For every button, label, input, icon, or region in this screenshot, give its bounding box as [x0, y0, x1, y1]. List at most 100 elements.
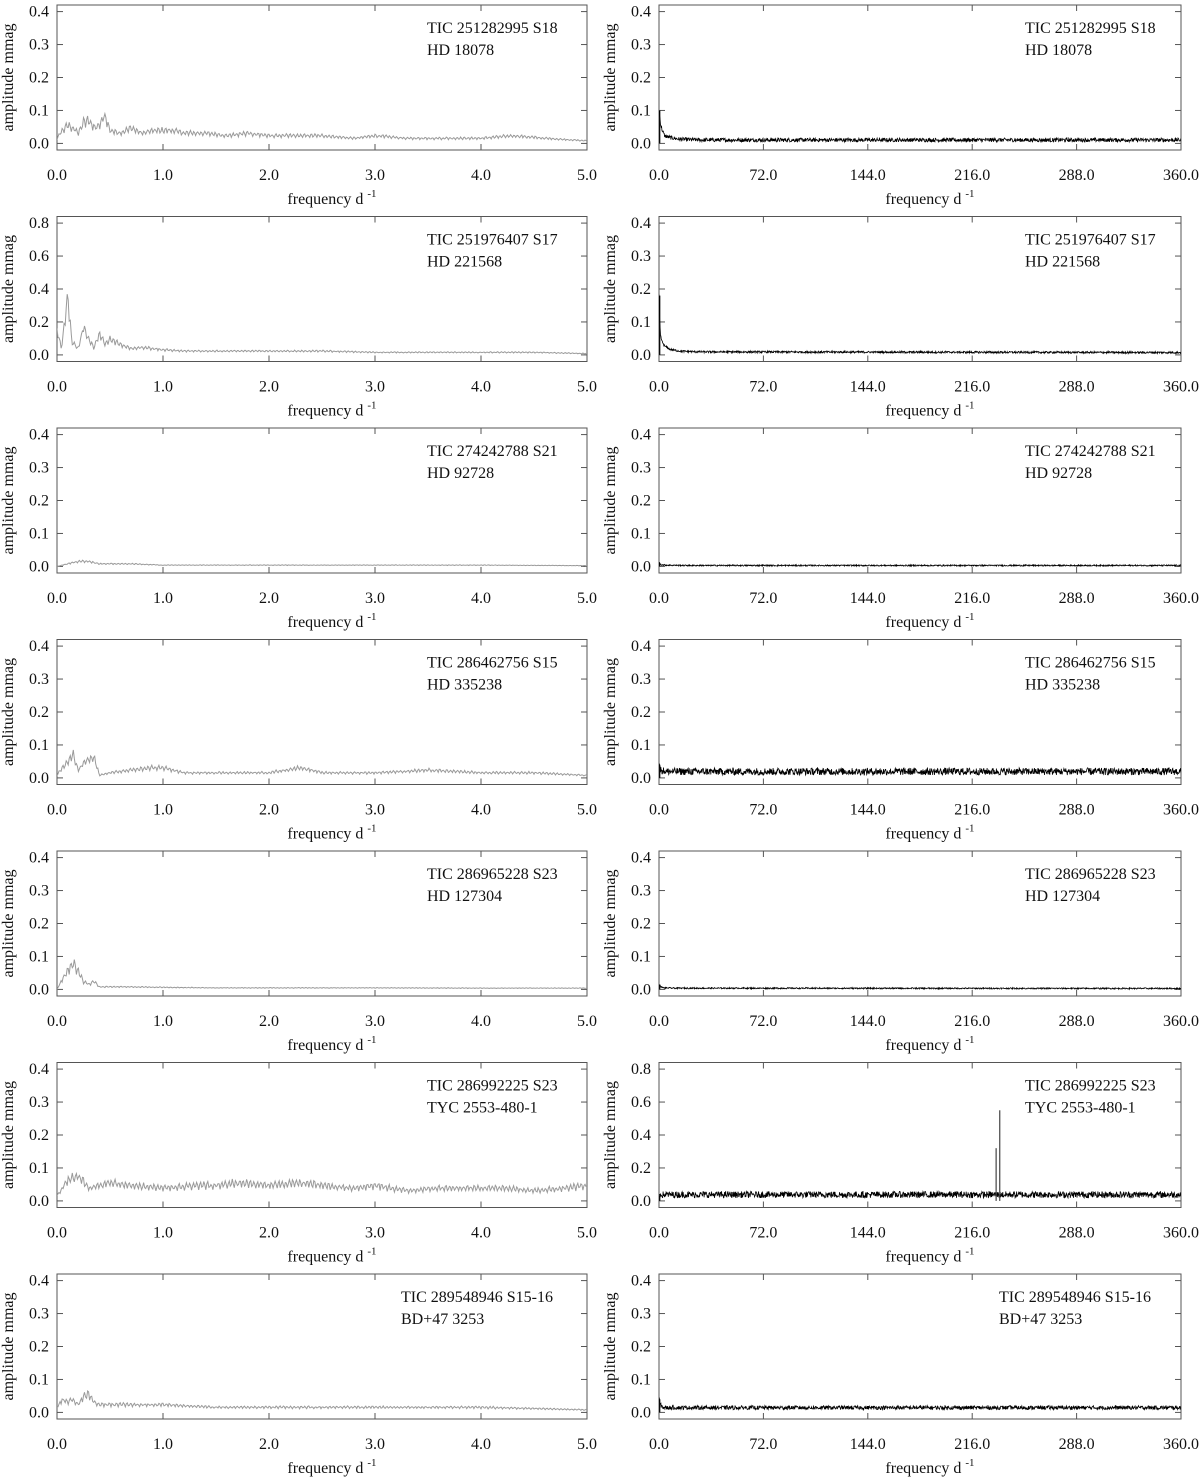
y-tick-label: 0.0 — [29, 981, 49, 998]
y-tick-label: 0.3 — [631, 671, 651, 688]
star-tic-label: TIC 286992225 S23 — [427, 1078, 558, 1095]
x-tick-label: 216.0 — [954, 379, 990, 396]
y-tick-label: 0.3 — [29, 1306, 49, 1323]
y-tick-label: 0.6 — [29, 248, 49, 265]
x-tick-label: 5.0 — [577, 379, 597, 396]
x-tick-label: 288.0 — [1059, 379, 1095, 396]
x-tick-label: 1.0 — [153, 1436, 173, 1453]
star-tic-label: TIC 286965228 S23 — [1025, 866, 1156, 883]
x-tick-label: 144.0 — [850, 167, 886, 184]
y-axis-title: amplitude mmag — [0, 1081, 17, 1189]
x-tick-label: 5.0 — [577, 1436, 597, 1453]
x-tick-label: 216.0 — [954, 1225, 990, 1242]
star-tic-label: TIC 286462756 S15 — [427, 655, 558, 672]
x-axis-title: frequency d -1 — [287, 1246, 376, 1266]
x-tick-label: 2.0 — [259, 167, 279, 184]
star-tic-label: TIC 251282995 S18 — [1025, 20, 1156, 37]
x-tick-label: 360.0 — [1163, 590, 1199, 607]
y-tick-label: 0.1 — [631, 102, 651, 119]
x-tick-label: 0.0 — [47, 1013, 67, 1030]
x-axis-title: frequency d -1 — [287, 188, 376, 208]
y-tick-label: 0.2 — [631, 916, 651, 933]
x-tick-label: 72.0 — [749, 1436, 777, 1453]
panel-row5-left: 0.0 1.0 2.0 3.0 4.0 5.0 0.0 0.1 0.2 0.3 0.4 frequen… — [0, 850, 597, 1054]
y-axis-title: amplitude mmag — [602, 1293, 619, 1401]
x-axis-title: frequency d -1 — [885, 1457, 974, 1477]
x-tick-label: 1.0 — [153, 802, 173, 819]
x-tick-label: 72.0 — [749, 1013, 777, 1030]
y-axis-title: amplitude mmag — [602, 1081, 619, 1189]
y-tick-label: 0.4 — [631, 1127, 651, 1144]
x-tick-label: 360.0 — [1163, 379, 1199, 396]
y-axis-title: amplitude mmag — [0, 658, 17, 766]
y-tick-label: 0.2 — [631, 1339, 651, 1356]
x-tick-label: 3.0 — [365, 802, 385, 819]
y-tick-label: 0.2 — [631, 1160, 651, 1177]
panel-row7-right: 0.0 72.0 144.0 216.0 288.0 360.0 0.0 0.1 0.2 0.3 0… — [602, 1273, 1199, 1477]
x-tick-label: 1.0 — [153, 590, 173, 607]
x-tick-label: 1.0 — [153, 379, 173, 396]
y-axis-title: amplitude mmag — [0, 447, 17, 555]
y-tick-label: 0.1 — [631, 737, 651, 754]
y-tick-label: 0.4 — [631, 4, 651, 21]
panel-row5-right: 0.0 72.0 144.0 216.0 288.0 360.0 0.0 0.1 0.2 0.3 0… — [602, 850, 1199, 1054]
star-tic-label: TIC 286965228 S23 — [427, 866, 558, 883]
x-tick-label: 3.0 — [365, 1225, 385, 1242]
x-tick-label: 1.0 — [153, 1225, 173, 1242]
star-name-label: HD 18078 — [1025, 42, 1092, 59]
y-tick-label: 0.3 — [29, 1094, 49, 1111]
y-tick-label: 0.0 — [29, 1404, 49, 1421]
x-tick-label: 4.0 — [471, 1013, 491, 1030]
x-tick-label: 144.0 — [850, 379, 886, 396]
x-tick-label: 5.0 — [577, 167, 597, 184]
x-tick-label: 288.0 — [1059, 1225, 1095, 1242]
x-tick-label: 72.0 — [749, 802, 777, 819]
x-tick-label: 360.0 — [1163, 1225, 1199, 1242]
y-tick-label: 0.1 — [29, 1160, 49, 1177]
x-tick-label: 4.0 — [471, 802, 491, 819]
x-tick-label: 3.0 — [365, 1013, 385, 1030]
x-axis-title: frequency d -1 — [287, 611, 376, 631]
x-tick-label: 216.0 — [954, 1013, 990, 1030]
x-tick-label: 72.0 — [749, 590, 777, 607]
x-tick-label: 2.0 — [259, 1225, 279, 1242]
x-tick-label: 72.0 — [749, 1225, 777, 1242]
x-tick-label: 288.0 — [1059, 167, 1095, 184]
y-tick-label: 0.2 — [29, 493, 49, 510]
x-tick-label: 0.0 — [649, 1436, 669, 1453]
y-tick-label: 0.4 — [29, 1061, 49, 1078]
x-tick-label: 3.0 — [365, 167, 385, 184]
x-tick-label: 72.0 — [749, 379, 777, 396]
star-name-label: HD 221568 — [427, 254, 502, 271]
periodogram-line — [57, 111, 587, 142]
y-tick-label: 0.3 — [29, 37, 49, 54]
x-tick-label: 5.0 — [577, 1013, 597, 1030]
y-tick-label: 0.2 — [29, 70, 49, 87]
x-axis-title: frequency d -1 — [287, 1457, 376, 1477]
panel-row6-right: 0.0 72.0 144.0 216.0 288.0 360.0 0.0 0.2 0.4 0.6 0… — [602, 1061, 1199, 1265]
y-tick-label: 0.4 — [631, 427, 651, 444]
panel-row7-left: 0.0 1.0 2.0 3.0 4.0 5.0 0.0 0.1 0.2 0.3 0.4 frequen… — [0, 1273, 597, 1477]
x-tick-label: 0.0 — [649, 167, 669, 184]
y-tick-label: 0.4 — [29, 4, 49, 21]
y-tick-label: 0.2 — [29, 1339, 49, 1356]
x-axis-title: frequency d -1 — [885, 1034, 974, 1054]
y-axis-title: amplitude mmag — [0, 1293, 17, 1401]
panel-row4-right: 0.0 72.0 144.0 216.0 288.0 360.0 0.0 0.1 0.2 0.3 0… — [602, 638, 1199, 842]
y-tick-label: 0.0 — [631, 1404, 651, 1421]
periodogram-line — [659, 763, 1181, 777]
x-tick-label: 0.0 — [649, 802, 669, 819]
x-axis-title: frequency d -1 — [287, 400, 376, 420]
x-tick-label: 144.0 — [850, 1013, 886, 1030]
y-tick-label: 0.2 — [29, 1127, 49, 1144]
y-tick-label: 0.4 — [29, 638, 49, 655]
y-tick-label: 0.8 — [29, 215, 49, 232]
panel-row1-left: 0.0 1.0 2.0 3.0 4.0 5.0 0.0 0.1 0.2 0.3 0.4 frequen… — [0, 4, 597, 208]
periodogram-line — [57, 559, 587, 567]
y-tick-label: 0.1 — [631, 314, 651, 331]
x-tick-label: 5.0 — [577, 802, 597, 819]
x-axis-title: frequency d -1 — [287, 823, 376, 843]
periodogram-line — [57, 294, 587, 355]
y-tick-label: 0.2 — [631, 493, 651, 510]
y-tick-label: 0.4 — [631, 638, 651, 655]
